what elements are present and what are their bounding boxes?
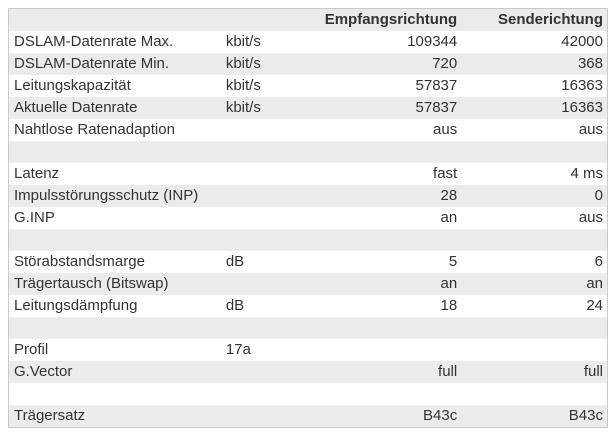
table-body: DSLAM-Datenrate Max. kbit/s 109344 42000 DSL… <box>8 31 608 428</box>
row-value-tx: aus <box>461 207 608 229</box>
table-row: DSLAM-Datenrate Max. kbit/s 109344 42000 <box>8 31 608 53</box>
row-value-rx: 18 <box>306 295 462 317</box>
row-value-tx <box>461 317 608 339</box>
row-value-rx: 57837 <box>306 97 462 119</box>
table-row: Trägertausch (Bitswap) an an <box>8 273 608 295</box>
row-value-tx: full <box>461 361 608 383</box>
row-value-tx <box>461 229 608 251</box>
row-value-tx: 16363 <box>461 97 608 119</box>
table-row: Latenz fast 4 ms <box>8 163 608 185</box>
table-header-row: Empfangsrichtung Senderichtung <box>8 8 608 31</box>
row-value-tx: B43c <box>461 405 608 428</box>
row-unit <box>220 317 307 339</box>
row-value-rx: 28 <box>306 185 462 207</box>
row-value-rx <box>306 229 462 251</box>
row-label: Aktuelle Datenrate <box>8 97 221 119</box>
row-value-tx: an <box>461 273 608 295</box>
table-row: Aktuelle Datenrate kbit/s 57837 16363 <box>8 97 608 119</box>
table-row: Störabstandsmarge dB 5 6 <box>8 251 608 273</box>
row-unit: kbit/s <box>220 31 307 53</box>
row-label <box>8 229 221 251</box>
row-label: Profil <box>8 339 221 361</box>
row-label: Nahtlose Ratenadaption <box>8 119 221 141</box>
table-row: G.INP an aus <box>8 207 608 229</box>
row-value-tx: 368 <box>461 53 608 75</box>
row-unit <box>220 163 307 185</box>
row-label: DSLAM-Datenrate Max. <box>8 31 221 53</box>
row-value-tx: 4 ms <box>461 163 608 185</box>
row-value-tx <box>461 383 608 405</box>
header-empfangsrichtung: Empfangsrichtung <box>306 8 462 31</box>
row-label <box>8 383 221 405</box>
row-unit: kbit/s <box>220 97 307 119</box>
row-value-rx <box>306 383 462 405</box>
row-value-rx: fast <box>306 163 462 185</box>
row-label: Trägertausch (Bitswap) <box>8 273 221 295</box>
row-value-rx <box>306 317 462 339</box>
table-row: Leitungsdämpfung dB 18 24 <box>8 295 608 317</box>
row-label <box>8 141 221 163</box>
header-senderichtung: Senderichtung <box>461 8 608 31</box>
header-unit-column <box>220 8 307 31</box>
row-label: Störabstandsmarge <box>8 251 221 273</box>
row-label: Leitungsdämpfung <box>8 295 221 317</box>
row-value-rx: an <box>306 207 462 229</box>
row-unit <box>220 383 307 405</box>
row-label: Leitungskapazität <box>8 75 221 97</box>
row-value-rx: aus <box>306 119 462 141</box>
row-unit <box>220 273 307 295</box>
row-unit <box>220 229 307 251</box>
row-label: Trägersatz <box>8 405 221 428</box>
row-value-tx: 0 <box>461 185 608 207</box>
row-value-tx <box>461 141 608 163</box>
spacer-row <box>8 141 608 163</box>
spacer-row <box>8 229 608 251</box>
table-row: Trägersatz B43c B43c <box>8 405 608 428</box>
row-label: Impulsstörungsschutz (INP) <box>8 185 221 207</box>
row-value-tx: 24 <box>461 295 608 317</box>
row-value-rx: B43c <box>306 405 462 428</box>
row-value-tx: 42000 <box>461 31 608 53</box>
row-value-rx: full <box>306 361 462 383</box>
table-row: G.Vector full full <box>8 361 608 383</box>
spacer-row <box>8 383 608 405</box>
header-label-column <box>8 8 221 31</box>
row-value-tx: 6 <box>461 251 608 273</box>
row-unit: 17a <box>220 339 307 361</box>
row-unit <box>220 361 307 383</box>
row-label <box>8 317 221 339</box>
row-unit: dB <box>220 295 307 317</box>
row-unit <box>220 405 307 428</box>
table-row: Impulsstörungsschutz (INP) 28 0 <box>8 185 608 207</box>
dsl-info-panel: Empfangsrichtung Senderichtung DSLAM-Dat… <box>8 8 608 428</box>
row-label: Latenz <box>8 163 221 185</box>
row-value-tx: 16363 <box>461 75 608 97</box>
table-row: Nahtlose Ratenadaption aus aus <box>8 119 608 141</box>
row-value-rx: 5 <box>306 251 462 273</box>
row-value-rx <box>306 141 462 163</box>
row-unit: kbit/s <box>220 53 307 75</box>
row-value-rx: 720 <box>306 53 462 75</box>
row-label: G.INP <box>8 207 221 229</box>
table-row: Leitungskapazität kbit/s 57837 16363 <box>8 75 608 97</box>
row-unit <box>220 119 307 141</box>
table-row: Profil 17a <box>8 339 608 361</box>
row-value-rx: 57837 <box>306 75 462 97</box>
row-unit: kbit/s <box>220 75 307 97</box>
row-label: DSLAM-Datenrate Min. <box>8 53 221 75</box>
row-value-tx <box>461 339 608 361</box>
table-row: DSLAM-Datenrate Min. kbit/s 720 368 <box>8 53 608 75</box>
row-unit <box>220 207 307 229</box>
row-value-rx <box>306 339 462 361</box>
row-value-rx: 109344 <box>306 31 462 53</box>
row-label: G.Vector <box>8 361 221 383</box>
row-unit <box>220 185 307 207</box>
row-unit: dB <box>220 251 307 273</box>
row-value-tx: aus <box>461 119 608 141</box>
spacer-row <box>8 317 608 339</box>
row-value-rx: an <box>306 273 462 295</box>
row-unit <box>220 141 307 163</box>
dsl-info-table: Empfangsrichtung Senderichtung DSLAM-Dat… <box>8 8 608 428</box>
